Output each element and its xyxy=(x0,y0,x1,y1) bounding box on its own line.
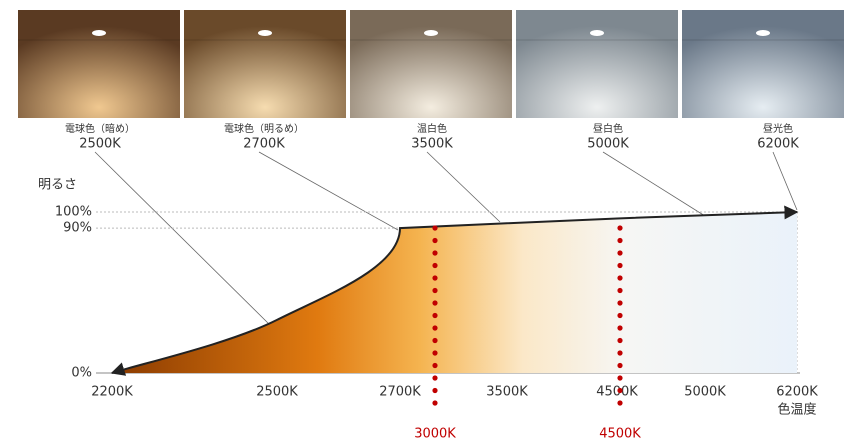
marker-dot xyxy=(432,362,438,369)
photo-name: 電球色（明るめ） xyxy=(224,122,304,135)
photo xyxy=(350,10,512,118)
x-tick-label: 2700K xyxy=(379,385,421,400)
downlight xyxy=(590,30,604,36)
marker-label: 3000K xyxy=(414,427,456,442)
downlight xyxy=(424,30,438,36)
area xyxy=(112,212,797,373)
photo-name: 温白色 xyxy=(417,122,447,135)
marker-dot xyxy=(617,362,623,369)
downlight xyxy=(258,30,272,36)
marker-dot xyxy=(432,325,438,331)
photo-temp: 2500K xyxy=(79,137,121,152)
marker-dot xyxy=(617,287,623,294)
downlight xyxy=(92,30,106,36)
photo-temp: 3500K xyxy=(411,137,453,152)
marker-dot xyxy=(432,262,438,269)
marker-label: 4500K xyxy=(599,427,641,442)
x-tick-label: 5000K xyxy=(684,385,726,400)
marker-dot xyxy=(617,325,623,331)
y-tick-label: 100% xyxy=(55,205,92,220)
connector xyxy=(602,151,706,217)
connector xyxy=(258,151,399,231)
marker-dot xyxy=(432,225,438,231)
marker-dot xyxy=(432,237,438,244)
marker-dot xyxy=(432,250,438,256)
y-axis-label: 明るさ xyxy=(38,178,77,193)
marker-dot xyxy=(617,387,623,394)
photo xyxy=(18,10,180,118)
downlight xyxy=(756,30,770,36)
marker-dot xyxy=(617,350,623,356)
marker-dot xyxy=(617,375,623,381)
marker-dot xyxy=(617,225,623,231)
connector xyxy=(94,151,276,331)
marker-dot xyxy=(432,337,438,344)
photo xyxy=(682,10,844,118)
brightness-line xyxy=(110,205,799,376)
marker-dot xyxy=(432,287,438,294)
x-tick-label: 2500K xyxy=(256,385,298,400)
marker-dot xyxy=(432,350,438,356)
y-tick-label: 90% xyxy=(63,221,92,236)
marker-dot xyxy=(617,312,623,319)
marker-dot xyxy=(617,275,623,281)
x-tick-label: 4500K xyxy=(596,385,638,400)
connector xyxy=(772,151,798,211)
marker-dot xyxy=(432,312,438,319)
marker-dot xyxy=(432,400,438,406)
x-axis-label: 色温度 xyxy=(777,402,816,418)
photo-temp: 6200K xyxy=(757,137,799,152)
marker-dot xyxy=(432,275,438,281)
marker-dot xyxy=(617,237,623,244)
y-tick-label: 0% xyxy=(71,366,92,381)
photo xyxy=(184,10,346,118)
photo-name: 昼光色 xyxy=(763,122,793,135)
marker-dot xyxy=(617,262,623,269)
marker-dot xyxy=(432,387,438,394)
photo-temp: 5000K xyxy=(587,137,629,152)
x-tick-label: 6200K xyxy=(776,385,818,400)
marker-dot xyxy=(617,400,623,406)
photo-name: 昼白色 xyxy=(593,122,623,135)
marker-dot xyxy=(617,250,623,256)
marker-dot xyxy=(432,300,438,306)
marker-dot xyxy=(432,375,438,381)
photo xyxy=(516,10,678,118)
photo-temp: 2700K xyxy=(243,137,285,152)
marker-dot xyxy=(617,337,623,344)
marker-dot xyxy=(617,300,623,306)
x-tick-label: 2200K xyxy=(91,385,133,400)
photo-name: 電球色（暗め） xyxy=(65,122,135,135)
x-tick-label: 3500K xyxy=(486,385,528,400)
